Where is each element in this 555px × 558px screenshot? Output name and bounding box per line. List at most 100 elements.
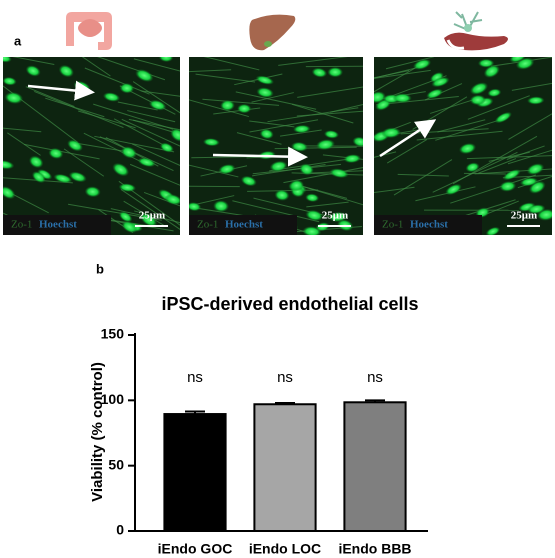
nucleus — [137, 157, 156, 168]
fiber — [490, 57, 552, 67]
x-tick-label: iEndo LOC — [249, 541, 321, 557]
arrow — [212, 146, 308, 167]
fiber — [252, 164, 326, 177]
nucleus — [494, 111, 512, 124]
fiber — [113, 118, 163, 145]
nucleus — [374, 91, 386, 104]
fiber — [121, 118, 180, 147]
annotation: ns — [187, 369, 203, 386]
x-tick-label: iEndo BBB — [338, 541, 411, 557]
bar — [163, 413, 227, 533]
nucleus — [256, 87, 274, 98]
nucleus — [240, 175, 257, 187]
nucleus — [323, 130, 340, 139]
fiber — [232, 200, 320, 223]
nucleus — [343, 154, 362, 164]
panel-label: b — [96, 261, 104, 276]
fiber — [466, 155, 552, 160]
fiber — [235, 91, 317, 110]
nucleus — [469, 94, 486, 106]
nucleus — [135, 69, 154, 83]
fiber — [415, 186, 476, 202]
nucleus — [4, 91, 24, 105]
error-bar — [275, 401, 295, 405]
fiber — [429, 98, 477, 114]
nucleus — [469, 82, 489, 95]
nucleus — [170, 128, 180, 142]
fiber — [63, 148, 105, 177]
nucleus — [213, 200, 230, 213]
nucleus — [526, 163, 545, 175]
nucleus — [164, 194, 180, 206]
fiber — [297, 86, 363, 98]
brain-icon — [444, 11, 508, 51]
nucleus — [220, 99, 235, 111]
nucleus — [527, 204, 546, 214]
chart-title: iPSC-derived endothelial cells — [161, 294, 418, 314]
nucleus — [120, 146, 137, 159]
stain-box — [374, 215, 482, 235]
fiber — [385, 57, 434, 70]
error-bar — [185, 410, 205, 415]
nucleus — [305, 209, 324, 222]
nucleus — [445, 183, 462, 196]
fiber — [25, 86, 75, 108]
fiber — [195, 73, 256, 83]
nucleus — [121, 220, 138, 234]
fiber — [94, 135, 175, 153]
nucleus — [502, 169, 521, 181]
nucleus — [392, 93, 412, 103]
nucleus — [458, 142, 477, 155]
nucleus — [526, 96, 545, 105]
nucleus — [68, 171, 87, 183]
fiber — [306, 201, 349, 208]
fiber — [249, 120, 295, 128]
nucleus — [140, 212, 158, 227]
fiber — [83, 132, 147, 166]
nucleus — [316, 139, 336, 151]
fiber — [267, 107, 359, 123]
intestine-icon — [66, 12, 112, 50]
fiber — [120, 189, 180, 230]
fiber — [511, 82, 552, 91]
fiber — [131, 143, 180, 167]
fiber — [437, 119, 486, 133]
nucleus — [112, 162, 130, 177]
fiber — [236, 132, 282, 145]
nucleus — [37, 169, 53, 180]
micrograph-content — [189, 57, 363, 235]
nucleus — [412, 58, 432, 70]
stain-box — [3, 215, 111, 235]
fiber — [117, 101, 158, 111]
fiber — [129, 163, 180, 186]
nucleus — [28, 155, 44, 169]
fiber — [189, 164, 239, 178]
nucleus — [269, 160, 288, 172]
nucleus — [487, 88, 502, 97]
nucleus — [3, 57, 12, 63]
nucleus — [327, 66, 344, 78]
nucleus — [509, 57, 527, 63]
fiber — [189, 69, 232, 73]
nucleus — [148, 99, 167, 111]
micrograph-content — [3, 57, 180, 235]
y-tick-label: 0 — [116, 522, 124, 538]
nucleus — [292, 124, 311, 134]
fiber — [374, 151, 397, 158]
micrograph: Zo-1 Hoechst 25μm — [189, 57, 363, 235]
nucleus — [499, 180, 517, 192]
nucleus — [289, 179, 305, 192]
nucleus — [274, 189, 290, 201]
nucleus — [519, 177, 539, 187]
fiber — [34, 90, 124, 128]
fiber — [374, 70, 410, 79]
stain-label: Zo-1 — [382, 219, 403, 231]
nucleus — [218, 164, 236, 175]
fiber — [189, 185, 240, 188]
fiber — [432, 151, 518, 193]
fiber — [7, 132, 41, 156]
fiber — [467, 95, 530, 120]
fiber — [81, 57, 111, 77]
nucleus — [465, 162, 480, 173]
